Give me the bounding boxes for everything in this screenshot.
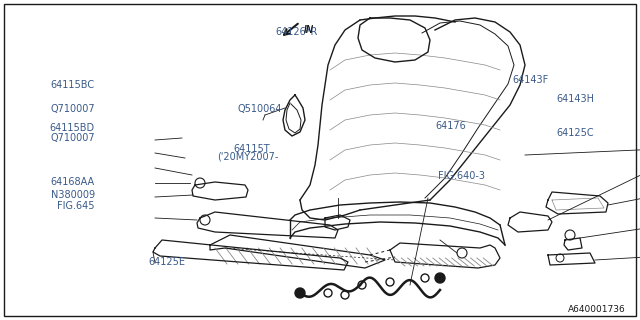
Text: 64115BD: 64115BD	[49, 123, 95, 133]
Text: Q710007: Q710007	[50, 104, 95, 114]
Text: 64143F: 64143F	[512, 75, 548, 85]
Text: 64168AA: 64168AA	[51, 177, 95, 188]
Text: 64176: 64176	[435, 121, 466, 132]
Text: 64115BC: 64115BC	[51, 80, 95, 90]
Text: Q710007: Q710007	[50, 132, 95, 143]
Circle shape	[295, 288, 305, 298]
Text: ('20MY2007-: ('20MY2007-	[218, 152, 279, 162]
Text: 64125C: 64125C	[557, 128, 595, 138]
Text: N380009: N380009	[51, 189, 95, 200]
Text: FIG.640-3: FIG.640-3	[438, 171, 485, 181]
Text: 64125E: 64125E	[148, 257, 186, 268]
Text: 64126*R: 64126*R	[275, 27, 317, 37]
Text: Q510064: Q510064	[237, 104, 282, 114]
Text: IN: IN	[304, 25, 314, 35]
Circle shape	[435, 273, 445, 283]
Text: 64143H: 64143H	[557, 94, 595, 104]
Text: 64115T: 64115T	[234, 144, 270, 154]
Text: FIG.645: FIG.645	[57, 201, 95, 212]
Text: IN: IN	[304, 25, 314, 35]
Text: A640001736: A640001736	[568, 306, 626, 315]
